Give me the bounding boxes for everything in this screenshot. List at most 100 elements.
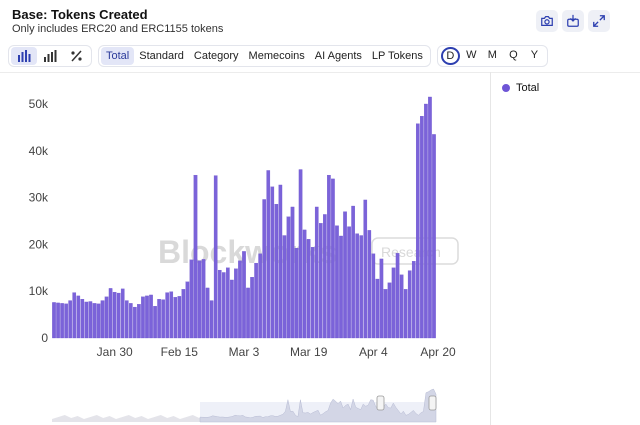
bar xyxy=(310,247,315,339)
period-monthly[interactable]: M xyxy=(487,49,497,61)
bar xyxy=(351,205,355,339)
filter-category[interactable]: Category xyxy=(193,50,239,62)
bar xyxy=(104,296,109,339)
x-tick-label: Apr 4 xyxy=(359,345,388,359)
bar xyxy=(294,247,299,339)
camera-icon xyxy=(541,16,553,26)
bar-chart-alt-icon xyxy=(43,50,56,62)
expand-button[interactable] xyxy=(588,10,610,32)
bar xyxy=(234,268,238,339)
chart-type-switch xyxy=(8,45,92,67)
bar xyxy=(217,269,222,339)
bar xyxy=(343,211,347,339)
bar xyxy=(355,233,359,339)
bar-chart-icon xyxy=(17,50,30,62)
bar xyxy=(112,291,117,339)
filter-total[interactable]: Total xyxy=(101,47,135,65)
bar xyxy=(302,229,307,339)
range-navigator[interactable] xyxy=(52,388,437,423)
bar xyxy=(407,270,412,339)
x-axis: Jan 30 Feb 15 Mar 3 Mar 19 Apr 4 Apr 20 xyxy=(97,345,456,359)
bar xyxy=(246,287,250,339)
y-tick-label: 20k xyxy=(29,237,49,251)
bar xyxy=(80,299,85,339)
bar xyxy=(282,235,287,339)
bar xyxy=(230,279,234,339)
bar xyxy=(120,288,125,339)
bar xyxy=(213,175,218,339)
filter-switch: Total Standard Category Memecoins AI Age… xyxy=(98,45,431,67)
filter-lp-tokens[interactable]: LP Tokens xyxy=(371,50,423,62)
bar xyxy=(347,226,351,339)
chart-type-percent-button[interactable] xyxy=(63,47,89,65)
bar xyxy=(137,304,141,339)
filter-standard[interactable]: Standard xyxy=(139,50,184,62)
bar xyxy=(258,253,262,339)
period-yearly[interactable]: Y xyxy=(530,49,539,61)
screenshot-button[interactable] xyxy=(536,10,558,32)
bar xyxy=(403,289,408,339)
bar xyxy=(226,267,230,339)
period-daily[interactable]: D xyxy=(440,47,460,65)
bar xyxy=(129,303,133,339)
legend: Total xyxy=(502,82,539,94)
bar xyxy=(318,223,323,339)
bar xyxy=(242,251,246,339)
x-tick-label: Mar 3 xyxy=(229,345,260,359)
period-switch: D W M Q Y xyxy=(436,45,548,67)
bar xyxy=(221,272,226,339)
chart-type-stacked-button[interactable] xyxy=(37,47,63,65)
bar xyxy=(141,296,145,339)
chart-type-bar-button[interactable] xyxy=(11,47,37,65)
x-tick-label: Feb 15 xyxy=(161,345,199,359)
bar xyxy=(327,174,331,339)
y-tick-label: 10k xyxy=(29,284,49,298)
bar xyxy=(173,297,178,339)
bar xyxy=(339,235,343,339)
bar xyxy=(298,169,303,339)
filter-ai-agents[interactable]: AI Agents xyxy=(314,50,362,62)
bar xyxy=(415,123,420,339)
watermark-brand: Blockworks xyxy=(158,234,338,270)
bar xyxy=(428,96,432,339)
watermark-suffix: Research xyxy=(381,244,441,260)
bar xyxy=(314,206,319,339)
bar xyxy=(193,174,198,339)
bar xyxy=(432,134,436,339)
legend-label-total[interactable]: Total xyxy=(516,82,540,94)
bar xyxy=(250,277,254,339)
bar xyxy=(92,303,97,339)
bar xyxy=(116,292,121,339)
bar xyxy=(254,262,258,339)
bar xyxy=(323,214,327,339)
expand-icon xyxy=(593,15,605,27)
bar xyxy=(270,186,275,339)
bar xyxy=(161,299,165,339)
period-weekly[interactable]: W xyxy=(466,49,477,61)
bar xyxy=(387,282,392,339)
bar xyxy=(108,288,113,339)
navigator-handle xyxy=(428,395,437,411)
bar xyxy=(181,289,186,339)
image-download-icon xyxy=(567,14,579,27)
bar xyxy=(266,170,271,339)
period-quarterly[interactable]: Q xyxy=(509,49,518,61)
filter-memecoins[interactable]: Memecoins xyxy=(248,50,305,62)
bar xyxy=(363,199,368,339)
navigator-preview-selected xyxy=(199,388,437,423)
bar xyxy=(169,291,174,339)
bar xyxy=(306,239,311,339)
bar xyxy=(391,267,396,339)
download-image-button[interactable] xyxy=(562,10,584,32)
chart-toolbar: Total Standard Category Memecoins AI Age… xyxy=(8,45,548,67)
x-tick-label: Mar 19 xyxy=(290,345,328,359)
bar xyxy=(286,216,291,339)
bar xyxy=(76,295,81,339)
bar xyxy=(133,306,137,339)
bar xyxy=(371,253,376,339)
navigator-handle xyxy=(376,395,385,411)
y-tick-label: 0 xyxy=(41,331,48,345)
bar xyxy=(399,274,404,339)
toolbar-divider xyxy=(0,72,640,73)
bar xyxy=(367,230,372,339)
